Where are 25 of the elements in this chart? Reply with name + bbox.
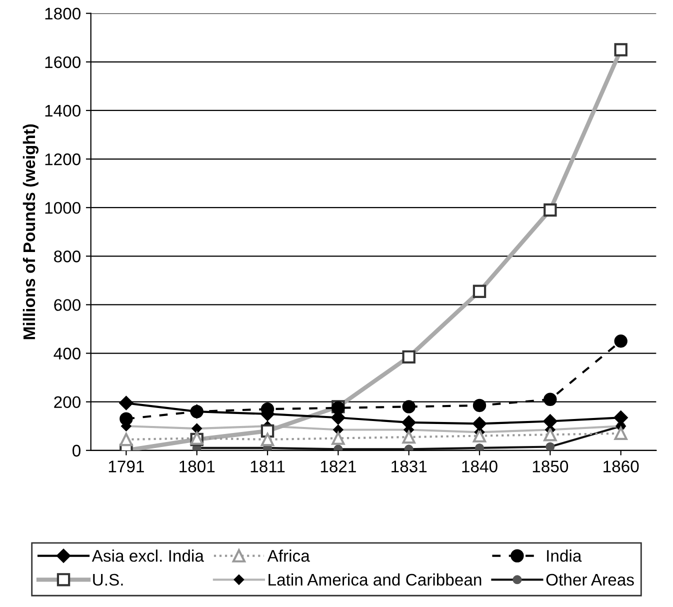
x-tick-label: 1801 [180,460,215,472]
y-tick-label: 800 [54,250,80,262]
legend-label: India [547,550,582,562]
legend-label: Africa [267,550,310,562]
x-tick-label: 1831 [392,460,427,472]
y-tick-label: 1400 [45,104,80,117]
y-tick-label: 400 [54,348,80,360]
y-tick-label: 1200 [45,153,80,166]
y-tick-label: 600 [54,299,80,311]
legend-label: Asia excl. India [92,550,204,562]
x-tick-label: 1811 [250,460,285,472]
legend-label: Other Areas [546,573,634,586]
y-tick-label: 0 [72,444,80,457]
y-tick-label: 200 [54,396,80,408]
y-tick-label: 1800 [45,8,80,20]
x-tick-label: 1840 [462,460,498,472]
x-tick-label: 1791 [108,460,144,472]
x-tick-label: 1860 [604,460,639,472]
y-tick-label: 1600 [45,56,80,68]
x-tick-label: 1821 [320,460,356,472]
legend-label: Latin America and Caribbean [268,573,482,586]
x-tick-label: 1850 [532,460,568,472]
legend-label: U.S. [93,574,123,586]
y-tick-label: 1000 [45,202,80,214]
y-axis-title: Millions of Pounds (weight) [22,124,39,340]
